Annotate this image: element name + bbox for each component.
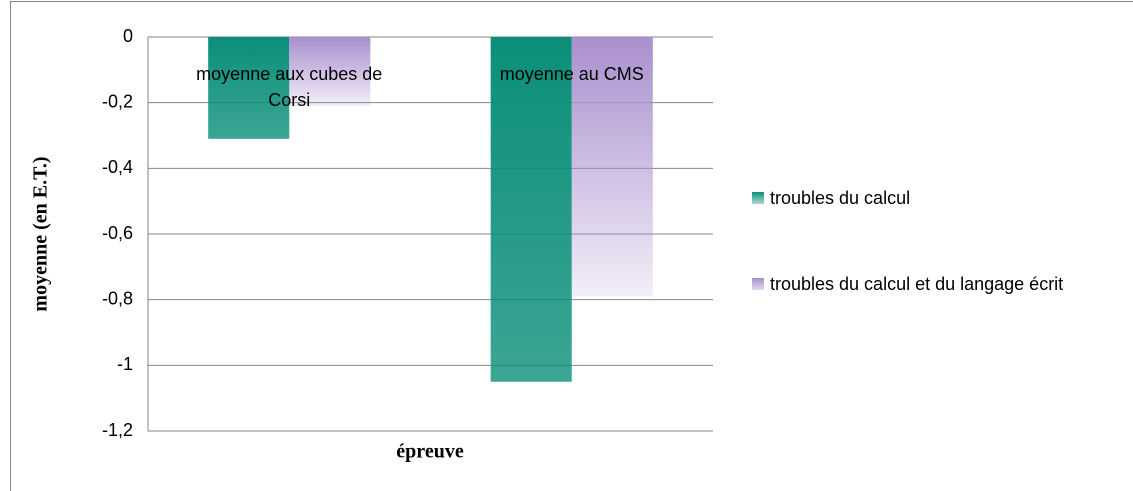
legend-swatch — [752, 192, 764, 204]
y-axis-title: moyenne (en E.T.) — [30, 156, 52, 311]
bar — [571, 37, 653, 297]
bar — [208, 37, 290, 139]
x-tick-label: moyenne au CMS — [499, 64, 644, 84]
y-tick-label: -0,2 — [102, 91, 133, 111]
x-axis-title: épreuve — [396, 441, 464, 463]
bar — [490, 37, 572, 382]
legend-label: troubles du calcul — [770, 188, 911, 208]
legend-label: troubles du calcul et du langage écrit — [770, 274, 1064, 294]
y-tick-label: 0 — [123, 26, 133, 46]
bar — [289, 37, 371, 106]
chart-border — [10, 1, 1133, 491]
y-tick-label: -0,8 — [102, 288, 133, 308]
y-tick-label: -1,2 — [102, 420, 133, 440]
y-tick-label: -1 — [117, 354, 133, 374]
y-tick-label: -0,4 — [102, 157, 133, 177]
legend-item: troubles du calcul et du langage écrit — [752, 270, 1122, 298]
category-label-box: moyenne au CMS — [499, 64, 644, 84]
x-tick-label: moyenne aux cubes de Corsi — [196, 64, 383, 110]
legend-item: troubles du calcul — [752, 184, 1122, 212]
category-label-box: moyenne aux cubes de Corsi — [196, 64, 383, 110]
legend-swatch — [752, 278, 764, 290]
y-tick-label: -0,6 — [102, 223, 133, 243]
